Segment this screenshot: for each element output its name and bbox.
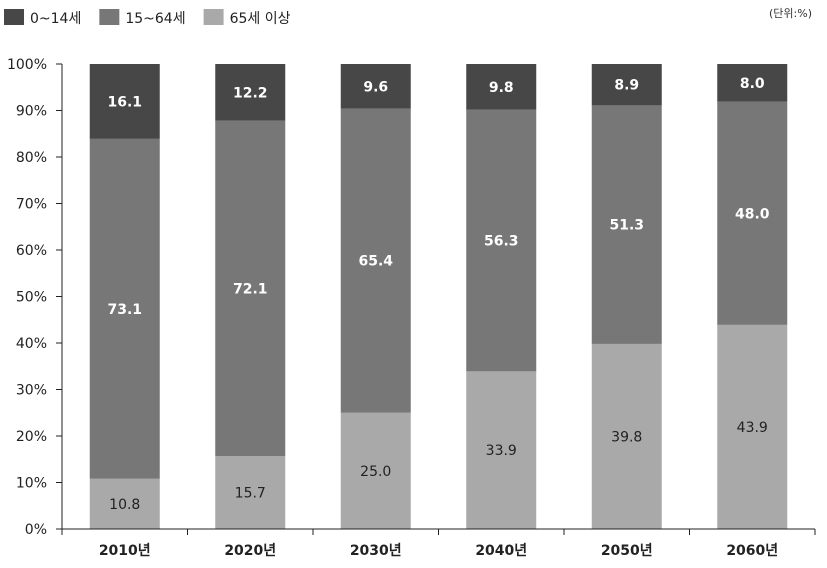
bar-segment (717, 101, 788, 325)
y-tick-label: 30% (16, 383, 47, 399)
legend-label: 0~14세 (30, 11, 81, 27)
bar-segment (89, 478, 160, 529)
bars: 10.8 73.1 16.1 15.7 72.1 12.2 25.0 65.4 9.6 33.9 5… (89, 64, 788, 529)
legend-label: 65세 이상 (230, 11, 291, 27)
bar-group: 10.8 73.1 16.1 (89, 64, 160, 529)
data-label: 9.6 (363, 79, 388, 95)
data-label: 73.1 (107, 302, 142, 318)
bar-group: 33.9 56.3 9.8 (466, 64, 537, 529)
bar-segment (340, 64, 411, 109)
bar-segment (215, 120, 286, 456)
x-tick-label: 2030년 (350, 543, 402, 559)
legend: 0~14세 15~64세 65세 이상 (4, 9, 291, 27)
y-tick-label: 100% (7, 57, 47, 73)
y-tick-label: 40% (16, 336, 47, 352)
y-axis: 0% 10% 20% 30% 40% 50% 60% 70% 80% 90% 100% (7, 57, 63, 538)
bar-segment (89, 64, 160, 139)
data-label: 8.0 (740, 76, 765, 92)
bar-segment (215, 64, 286, 121)
legend-swatch (203, 9, 224, 25)
bar-segment (215, 455, 286, 529)
data-label: 48.0 (735, 206, 770, 222)
bar-segment (466, 64, 537, 110)
bar-segment (89, 138, 160, 479)
x-tick-label: 2020년 (224, 543, 276, 559)
data-label: 10.8 (109, 497, 140, 513)
data-label: 25.0 (360, 464, 391, 480)
x-axis: 2010년 2020년 2030년 2040년 2050년 2060년 (61, 528, 816, 559)
bar-segment (591, 343, 662, 529)
data-label: 8.9 (614, 78, 639, 94)
bar-segment (591, 105, 662, 344)
data-label: 33.9 (486, 443, 517, 459)
data-label: 12.2 (233, 85, 268, 101)
bar-group: 25.0 65.4 9.6 (340, 64, 411, 529)
data-label: 51.3 (609, 218, 644, 234)
x-tick-label: 2050년 (601, 543, 653, 559)
x-tick-label: 2010년 (99, 543, 151, 559)
legend-label: 15~64세 (125, 11, 185, 27)
x-tick-label: 2040년 (475, 543, 527, 559)
bar-group: 43.9 48.0 8.0 (717, 64, 788, 529)
bar-segment (466, 109, 537, 372)
data-label: 39.8 (611, 429, 642, 445)
legend-swatch (99, 9, 120, 25)
unit-label: (단위:%) (769, 7, 812, 20)
y-tick-label: 50% (16, 290, 47, 306)
data-label: 72.1 (233, 281, 268, 297)
y-tick-label: 90% (16, 104, 47, 120)
bar-segment (717, 324, 788, 529)
data-label: 16.1 (107, 94, 142, 110)
data-label: 56.3 (484, 233, 519, 249)
bar-group: 39.8 51.3 8.9 (591, 64, 662, 529)
data-label: 9.8 (489, 80, 514, 96)
y-tick-label: 20% (16, 429, 47, 445)
bar-segment (340, 412, 411, 529)
y-tick-label: 60% (16, 243, 47, 259)
y-tick-label: 70% (16, 197, 47, 213)
x-tick-label: 2060년 (726, 543, 778, 559)
bar-segment (340, 108, 411, 413)
bar-group: 15.7 72.1 12.2 (215, 64, 286, 529)
data-label: 65.4 (358, 254, 393, 270)
bar-segment (591, 64, 662, 106)
data-label: 43.9 (737, 420, 768, 436)
legend-swatch (4, 9, 24, 25)
bar-segment (717, 64, 788, 102)
data-label: 15.7 (235, 485, 266, 501)
y-tick-label: 0% (25, 522, 47, 538)
bar-segment (466, 371, 537, 529)
y-tick-label: 10% (16, 476, 47, 492)
y-tick-label: 80% (16, 150, 47, 166)
